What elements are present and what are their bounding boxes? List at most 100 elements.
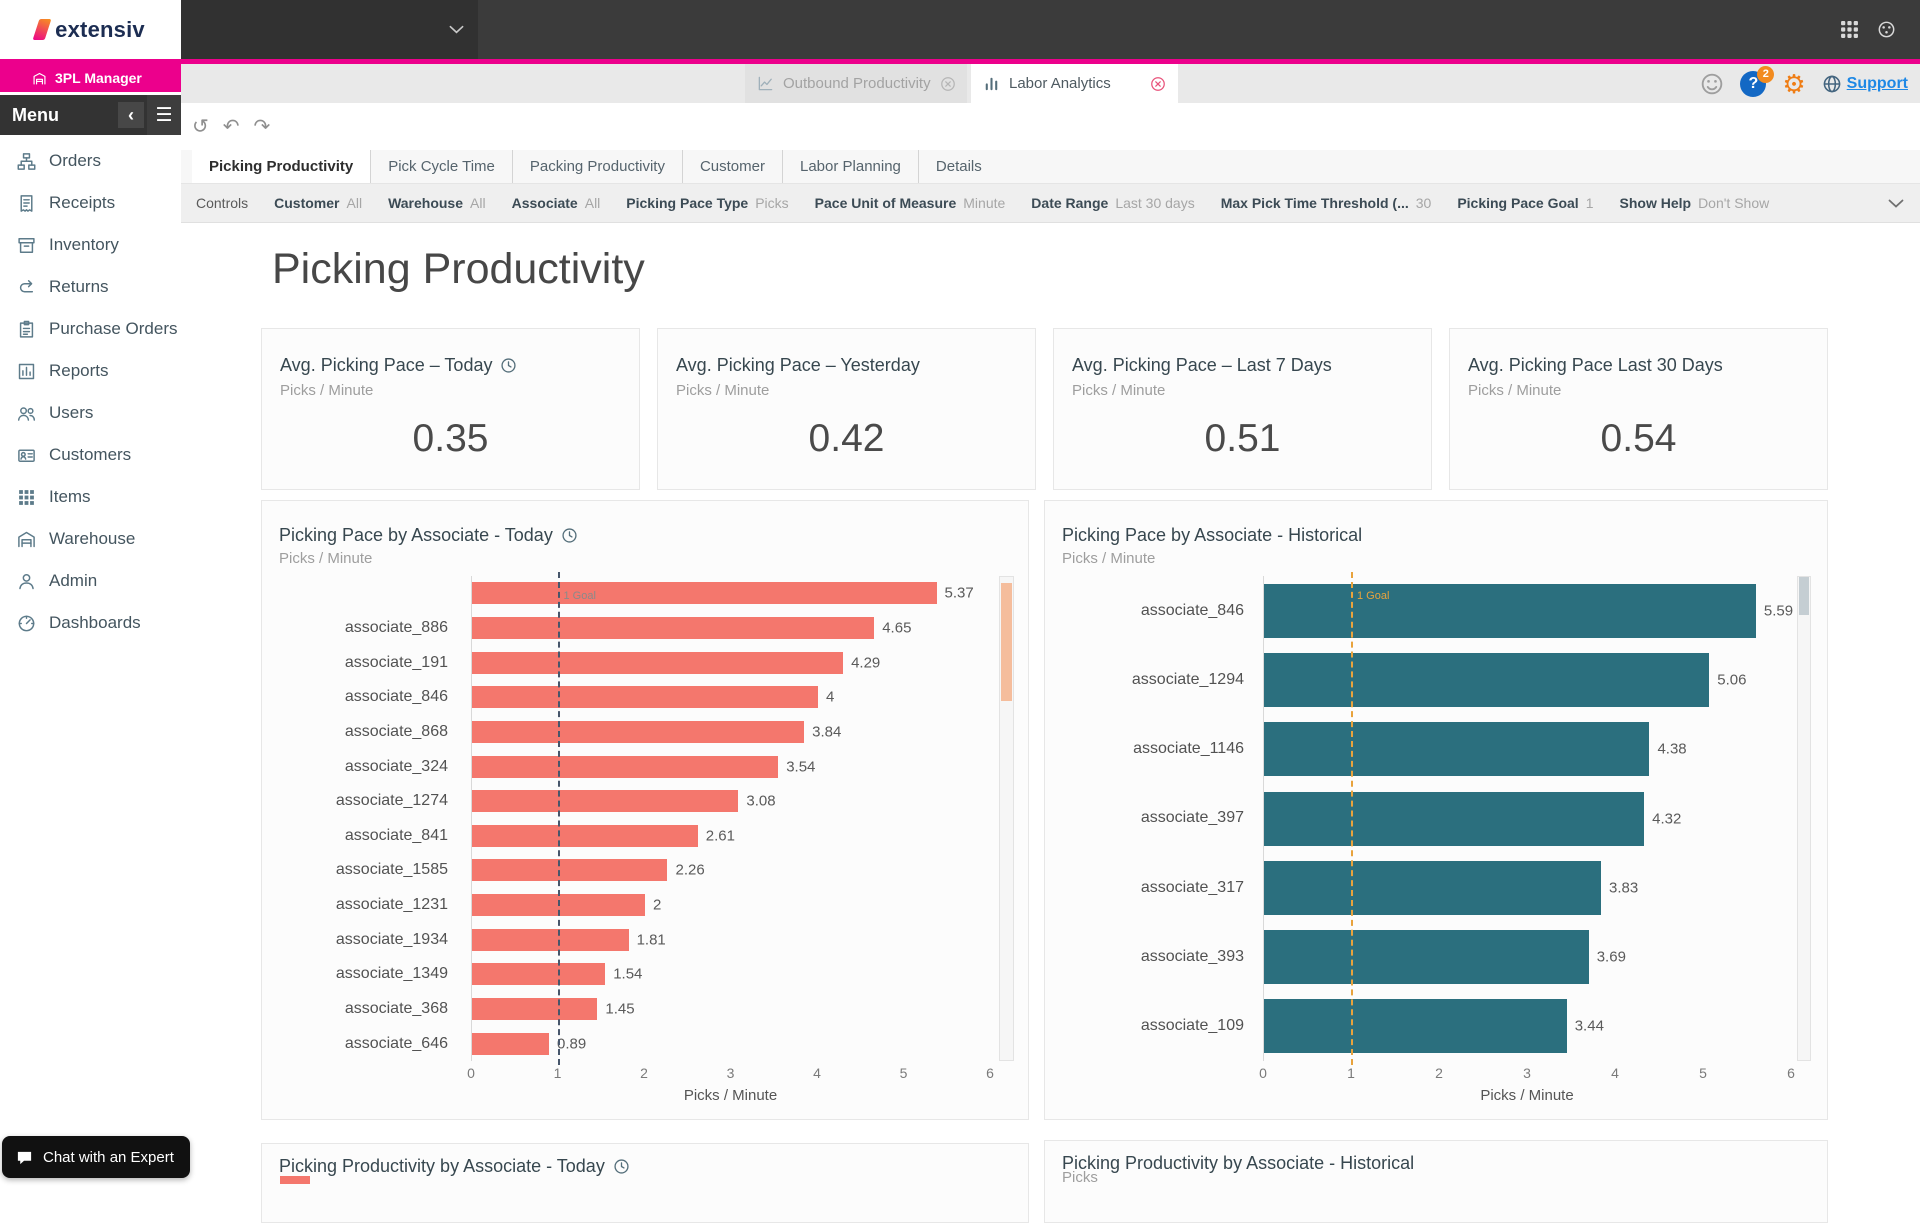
undo-icon[interactable]: ↶ (223, 117, 240, 137)
sidebar-item-items[interactable]: Items (0, 476, 181, 518)
control-max-pick-time-threshold[interactable]: Max Pick Time Threshold (...30 (1221, 195, 1432, 211)
category-label: associate_191 (262, 645, 460, 680)
kpi-title: Avg. Picking Pace – Last 7 Days (1072, 355, 1332, 376)
control-customer[interactable]: CustomerAll (274, 195, 362, 211)
scrollbar-thumb[interactable] (1001, 583, 1012, 701)
category-label: associate_868 (262, 715, 460, 750)
bar-associate-397[interactable] (1264, 792, 1644, 846)
chart-scrollbar[interactable] (999, 576, 1014, 1061)
sidebar-item-dashboards[interactable]: Dashboards (0, 602, 181, 644)
control-date-range[interactable]: Date RangeLast 30 days (1031, 195, 1194, 211)
inventory-icon (17, 236, 36, 255)
bar-associate-1585[interactable] (472, 859, 667, 881)
x-tick: 3 (727, 1065, 735, 1081)
bar-associate-1146[interactable] (1264, 722, 1649, 776)
window-tabstrip: Outbound ProductivityLabor Analytics ? 2… (181, 64, 1920, 103)
control-value: 1 (1586, 195, 1594, 211)
sidebar-item-orders[interactable]: Orders (0, 140, 181, 182)
close-tab-icon[interactable] (1150, 76, 1166, 92)
control-picking-pace-goal[interactable]: Picking Pace Goal1 (1457, 195, 1593, 211)
sidebar-item-receipts[interactable]: Receipts (0, 182, 181, 224)
bar-associate-1294[interactable] (1264, 653, 1709, 707)
scrollbar-thumb[interactable] (1799, 577, 1809, 615)
control-value: All (347, 195, 363, 211)
bar-value: 5.37 (945, 585, 974, 602)
support-link[interactable]: Support (1822, 74, 1908, 94)
chevron-down-icon[interactable] (449, 25, 464, 34)
report-tab-labor-planning[interactable]: Labor Planning (782, 150, 918, 183)
bar-associate-868[interactable] (472, 721, 804, 743)
orders-icon (17, 152, 36, 171)
bar-associate-191[interactable] (472, 652, 843, 674)
control-pace-unit-of-measure[interactable]: Pace Unit of MeasureMinute (815, 195, 1006, 211)
sidebar-item-label: Returns (49, 277, 109, 297)
sidebar-item-users[interactable]: Users (0, 392, 181, 434)
sidebar-item-label: Reports (49, 361, 109, 381)
bar-unlabeled[interactable] (472, 582, 937, 604)
report-tab-details[interactable]: Details (918, 150, 999, 183)
topbar-dropdown[interactable] (181, 0, 478, 59)
bar-associate-393[interactable] (1264, 930, 1589, 984)
sidebar-item-warehouse[interactable]: Warehouse (0, 518, 181, 560)
sidebar-item-purchase-orders[interactable]: Purchase Orders (0, 308, 181, 350)
apps-grid-icon[interactable] (1840, 20, 1859, 39)
feedback-smiley-icon[interactable] (1700, 72, 1724, 96)
control-show-help[interactable]: Show HelpDon't Show (1620, 195, 1770, 211)
reset-icon[interactable]: ↺ (192, 117, 209, 137)
hamburger-menu-icon[interactable]: ☰ (147, 95, 181, 135)
close-tab-icon[interactable] (940, 76, 956, 92)
bar-associate-1274[interactable] (472, 790, 738, 812)
bar-associate-1349[interactable] (472, 963, 605, 985)
redo-icon[interactable]: ↷ (254, 117, 271, 137)
controls-expand-chevron-icon[interactable] (1888, 195, 1904, 211)
sidebar-item-customers[interactable]: Customers (0, 434, 181, 476)
bar-associate-368[interactable] (472, 998, 597, 1020)
collapse-sidebar-button[interactable]: ‹ (118, 102, 144, 128)
brand-logo[interactable]: extensiv (0, 0, 181, 59)
bar-value: 0.89 (557, 1035, 586, 1052)
report-tab-pick-cycle-time[interactable]: Pick Cycle Time (370, 150, 512, 183)
tabstrip-actions: ? 2 ⚙ Support (1700, 64, 1908, 103)
goal-line (558, 572, 560, 1065)
x-axis-label: Picks / Minute (471, 1087, 990, 1104)
product-badge[interactable]: 3PL Manager (0, 64, 181, 92)
report-tab-packing-productivity[interactable]: Packing Productivity (512, 150, 682, 183)
report-tabs: Picking ProductivityPick Cycle TimePacki… (181, 150, 1920, 184)
help-button[interactable]: ? 2 (1740, 71, 1766, 97)
window-tab-outbound-productivity[interactable]: Outbound Productivity (745, 64, 967, 103)
window-tab-labor-analytics[interactable]: Labor Analytics (971, 64, 1178, 103)
control-label: Picking Pace Type (626, 195, 748, 211)
control-picking-pace-type[interactable]: Picking Pace TypePicks (626, 195, 788, 211)
sphere-icon[interactable] (1877, 20, 1896, 39)
sidebar-item-inventory[interactable]: Inventory (0, 224, 181, 266)
control-associate[interactable]: AssociateAll (512, 195, 601, 211)
control-warehouse[interactable]: WarehouseAll (388, 195, 486, 211)
bar-associate-109[interactable] (1264, 999, 1567, 1053)
logo-mark-icon (33, 19, 52, 40)
gear-icon[interactable]: ⚙ (1782, 71, 1805, 97)
bar-associate-646[interactable] (472, 1033, 549, 1055)
bar-associate-846[interactable] (1264, 584, 1756, 638)
chart-scrollbar[interactable] (1797, 576, 1811, 1061)
controls-items: CustomerAll WarehouseAll AssociateAll Picki… (274, 195, 1769, 211)
report-tab-picking-productivity[interactable]: Picking Productivity (192, 150, 370, 183)
bar-value: 1.45 (605, 1001, 634, 1018)
bar-associate-317[interactable] (1264, 861, 1601, 915)
bar-associate-846[interactable] (472, 686, 818, 708)
kpi-title: Avg. Picking Pace Last 30 Days (1468, 355, 1723, 376)
sidebar-item-label: Orders (49, 151, 101, 171)
sidebar-item-returns[interactable]: Returns (0, 266, 181, 308)
bar-associate-1934[interactable] (472, 929, 629, 951)
admin-icon (17, 572, 36, 591)
bar-value: 2.61 (706, 827, 735, 844)
sidebar-item-admin[interactable]: Admin (0, 560, 181, 602)
bar-associate-324[interactable] (472, 756, 778, 778)
kpi-card-avg-picking-pace-yesterday: Avg. Picking Pace – YesterdayPicks / Min… (657, 328, 1036, 490)
page-title: Picking Productivity (272, 245, 645, 294)
chat-button[interactable]: Chat with an Expert (2, 1136, 190, 1178)
bar-associate-886[interactable] (472, 617, 874, 639)
bar-associate-841[interactable] (472, 825, 698, 847)
sidebar-item-reports[interactable]: Reports (0, 350, 181, 392)
report-tab-customer[interactable]: Customer (682, 150, 782, 183)
x-tick: 2 (640, 1065, 648, 1081)
